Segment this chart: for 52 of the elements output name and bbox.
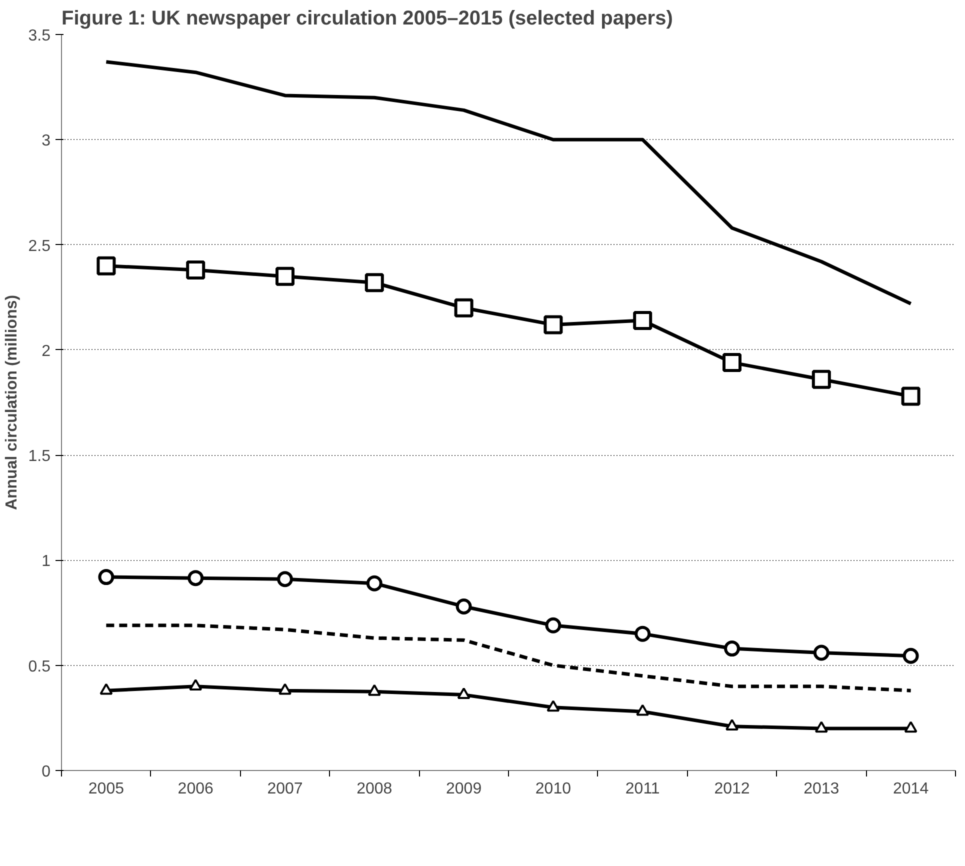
point — [454, 298, 474, 318]
x-tick-label: 2007 — [267, 780, 303, 798]
point — [814, 721, 828, 733]
line-series — [104, 624, 913, 692]
x-tick-label: 2010 — [535, 780, 572, 798]
point — [633, 310, 652, 330]
y-axis-title: Annual circulation (millions) — [3, 294, 20, 510]
chart-title: Figure 1: UK newspaper circulation 2005–2015 (selected papers) — [62, 8, 673, 30]
line-series — [104, 60, 913, 306]
point — [722, 353, 742, 372]
point — [278, 683, 292, 695]
y-tick-label: 3 — [42, 132, 51, 150]
point — [188, 570, 204, 586]
point — [726, 718, 738, 731]
y-tick-label: 3.5 — [28, 28, 51, 44]
point — [634, 626, 651, 642]
x-tick-label: 2008 — [356, 780, 392, 798]
x-tick-label: 2009 — [446, 780, 482, 798]
point — [457, 687, 470, 699]
point — [368, 684, 381, 696]
point — [364, 273, 384, 292]
x-tick-label: 2014 — [893, 780, 929, 798]
y-tick-label: 1 — [42, 553, 51, 570]
y-tick-label: 0.5 — [28, 658, 51, 676]
point — [98, 569, 114, 586]
point — [100, 683, 113, 695]
x-tick-label: 2012 — [714, 780, 750, 798]
x-tick-label: 2013 — [804, 780, 840, 798]
point — [96, 256, 116, 276]
point — [902, 648, 919, 664]
point — [901, 386, 920, 406]
point — [813, 644, 830, 661]
point — [546, 700, 560, 712]
y-tick-label: 0 — [42, 764, 51, 780]
point — [544, 315, 563, 334]
y-tick-label: 2 — [42, 342, 51, 360]
x-tick-label: 2006 — [178, 780, 214, 798]
point — [812, 370, 831, 389]
point — [545, 617, 562, 634]
point — [636, 704, 650, 716]
point — [724, 640, 740, 657]
point — [456, 598, 472, 614]
point — [366, 575, 382, 592]
point — [189, 679, 202, 691]
x-tick-label: 2011 — [625, 780, 660, 798]
point — [276, 266, 294, 286]
x-tick-label: 2005 — [88, 780, 124, 798]
y-tick-label: 1.5 — [28, 448, 51, 466]
point — [904, 721, 918, 733]
point — [186, 260, 206, 280]
point — [277, 571, 293, 588]
y-tick-label: 2.5 — [28, 238, 51, 255]
